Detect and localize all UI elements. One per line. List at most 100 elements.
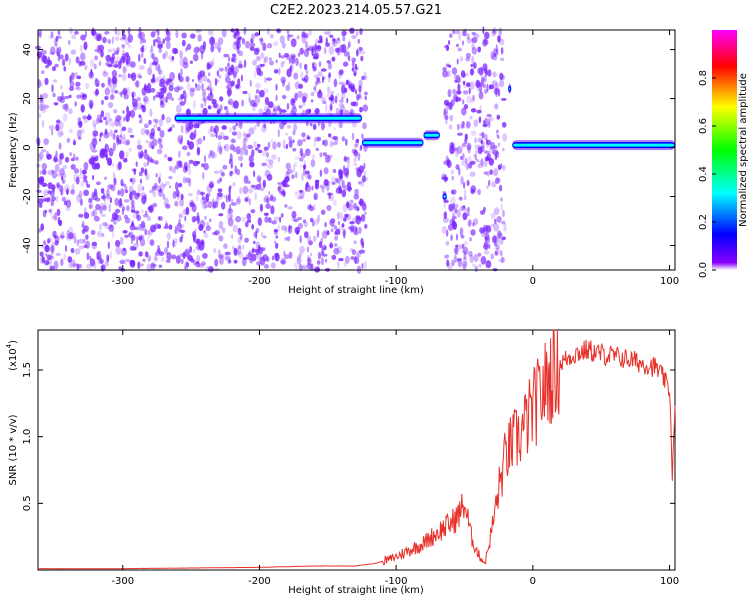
noise-speck-0-585 <box>292 164 296 174</box>
noise-speck-0-1243 <box>355 218 359 224</box>
noise-speck-0-1393 <box>170 166 176 173</box>
noise-speck-0-53 <box>150 142 153 148</box>
noise-speck-0-936 <box>107 48 113 53</box>
noise-speck-0-1371 <box>157 224 162 229</box>
noise-speck-0-495 <box>78 245 85 250</box>
noise-speck-0-1093 <box>248 92 251 101</box>
noise-speck-0-1248 <box>255 82 261 89</box>
noise-speck-0-1251 <box>138 114 141 118</box>
spectrogram-x-tick-label-0: -300 <box>111 276 134 287</box>
noise-speck-0-1616 <box>135 212 140 220</box>
noise-speck-0-1404 <box>197 34 202 42</box>
noise-speck-0-1821 <box>99 133 102 139</box>
noise-speck-0-288 <box>186 43 192 51</box>
noise-speck-0-307 <box>282 60 286 65</box>
noise-speck-0-1617 <box>195 245 202 251</box>
noise-speck-1-140 <box>483 206 486 213</box>
noise-speck-1-80 <box>447 223 454 231</box>
noise-speck-0-1423 <box>152 138 158 147</box>
noise-speck-1-72 <box>443 45 448 49</box>
noise-speck-0-261 <box>158 91 165 99</box>
noise-speck-0-1774 <box>136 192 141 197</box>
noise-speck-0-1047 <box>47 169 54 176</box>
spectrogram-noise <box>35 26 508 274</box>
noise-speck-0-805 <box>263 57 266 66</box>
noise-speck-0-1240 <box>61 196 67 202</box>
noise-speck-0-1878 <box>41 119 45 128</box>
noise-speck-0-178 <box>112 230 115 239</box>
noise-speck-0-1964 <box>294 81 301 90</box>
noise-speck-0-1247 <box>269 60 274 66</box>
noise-speck-0-299 <box>61 179 65 184</box>
noise-speck-0-220 <box>218 47 221 53</box>
noise-speck-0-954 <box>360 237 364 246</box>
noise-speck-1-27 <box>503 223 507 232</box>
noise-speck-0-1310 <box>183 90 185 95</box>
noise-speck-0-967 <box>349 229 354 234</box>
noise-speck-0-1958 <box>353 202 357 209</box>
noise-speck-0-985 <box>166 92 173 100</box>
noise-speck-1-59 <box>482 83 487 89</box>
noise-speck-0-1898 <box>159 78 165 85</box>
noise-speck-1-26 <box>501 121 507 128</box>
spectrogram-frame <box>37 29 676 271</box>
noise-speck-0-500 <box>66 188 69 196</box>
noise-speck-0-194 <box>103 116 107 121</box>
noise-speck-1-172 <box>463 246 469 255</box>
noise-speck-0-780 <box>263 76 268 84</box>
snr-panel: -300 -200 -100 0 100 0.51.01.5 Height of str… <box>5 329 679 596</box>
noise-speck-0-1244 <box>196 161 201 165</box>
noise-speck-0-1737 <box>129 109 136 118</box>
noise-speck-0-1946 <box>302 101 306 107</box>
noise-speck-0-1724 <box>361 75 365 81</box>
noise-speck-0-1784 <box>335 47 340 53</box>
noise-speck-0-271 <box>59 54 64 60</box>
noise-speck-0-657 <box>51 128 54 136</box>
noise-speck-0-1119 <box>122 110 125 114</box>
noise-speck-0-1713 <box>79 60 86 66</box>
noise-speck-0-1566 <box>360 198 365 205</box>
noise-speck-0-1115 <box>217 141 221 150</box>
noise-speck-0-1635 <box>184 265 187 270</box>
noise-speck-0-1400 <box>263 88 269 94</box>
noise-speck-0-67 <box>255 56 262 62</box>
noise-speck-0-501 <box>65 199 72 208</box>
noise-speck-0-282 <box>363 162 366 170</box>
noise-speck-0-1589 <box>90 68 93 78</box>
noise-speck-1-240 <box>480 228 483 235</box>
noise-speck-1-221 <box>467 145 471 154</box>
noise-speck-1-307 <box>482 123 488 128</box>
noise-speck-0-318 <box>271 255 275 261</box>
noise-speck-0-1353 <box>125 151 129 158</box>
noise-speck-0-1387 <box>52 156 59 163</box>
noise-speck-0-442 <box>328 133 332 138</box>
noise-speck-0-1555 <box>253 184 258 191</box>
noise-speck-0-1874 <box>202 171 205 180</box>
noise-speck-0-1187 <box>95 181 101 186</box>
noise-speck-0-908 <box>260 187 265 192</box>
noise-speck-1-33 <box>464 72 470 77</box>
noise-speck-0-989 <box>140 128 146 136</box>
noise-speck-0-1416 <box>336 211 340 220</box>
noise-speck-1-223 <box>500 57 505 62</box>
noise-speck-0-1285 <box>299 47 305 55</box>
noise-speck-0-310 <box>73 236 77 244</box>
noise-speck-1-325 <box>492 149 499 156</box>
noise-speck-0-1209 <box>351 132 355 141</box>
noise-speck-0-1164 <box>272 141 277 150</box>
noise-speck-0-1113 <box>71 183 75 192</box>
noise-speck-0-1660 <box>134 210 140 214</box>
noise-speck-1-278 <box>483 150 490 154</box>
noise-speck-0-1065 <box>314 136 320 143</box>
noise-speck-0-491 <box>190 33 196 39</box>
noise-speck-1-355 <box>452 202 455 210</box>
noise-speck-0-1791 <box>300 164 306 168</box>
noise-speck-0-1933 <box>257 217 262 226</box>
noise-speck-0-1470 <box>154 252 157 261</box>
noise-speck-1-271 <box>473 153 476 158</box>
noise-speck-0-256 <box>244 59 247 68</box>
noise-speck-0-467 <box>328 46 335 55</box>
noise-speck-0-1185 <box>316 229 320 238</box>
noise-speck-0-1741 <box>193 259 196 266</box>
noise-speck-0-1695 <box>143 85 149 91</box>
